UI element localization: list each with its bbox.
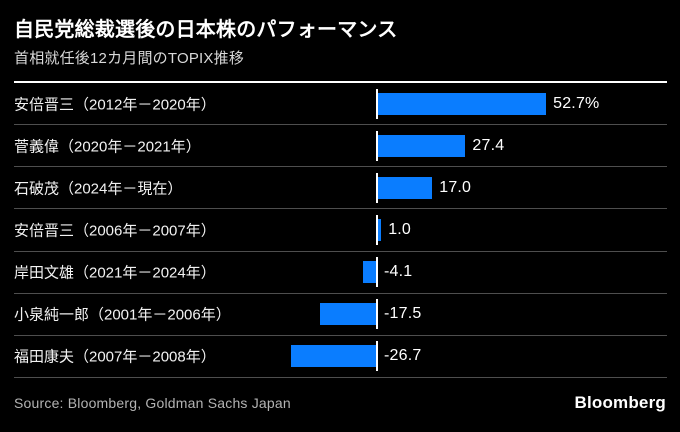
zero-baseline bbox=[376, 88, 378, 119]
bloomberg-logo: Bloomberg bbox=[574, 393, 666, 412]
value-label: 17.0 bbox=[439, 178, 472, 196]
chart-row: 小泉純一郎（2001年－2006年） -17.5 bbox=[14, 294, 667, 336]
chart-header: 自民党総裁選後の日本株のパフォーマンス 首相就任後12カ月間のTOPIX推移 bbox=[0, 0, 680, 68]
bar bbox=[290, 345, 376, 368]
value-label: -17.5 bbox=[384, 305, 422, 323]
value-label: -26.7 bbox=[384, 347, 422, 365]
chart-row: 福田康夫（2007年－2008年） -26.7 bbox=[14, 336, 667, 378]
zero-baseline bbox=[376, 341, 378, 372]
source-note: Source: Bloomberg, Goldman Sachs Japan bbox=[14, 395, 291, 411]
zero-baseline bbox=[376, 130, 378, 161]
chart-row: 安倍晋三（2012年－2020年） 52.7% bbox=[14, 83, 667, 126]
chart-row: 菅義偉（2020年－2021年） 27.4 bbox=[14, 125, 667, 168]
bar bbox=[378, 92, 547, 115]
bar bbox=[362, 261, 376, 284]
value-label: 27.4 bbox=[472, 136, 505, 154]
category-label: 福田康夫（2007年－2008年） bbox=[14, 348, 216, 366]
page-title: 自民党総裁選後の日本株のパフォーマンス bbox=[14, 19, 398, 41]
value-label: -4.1 bbox=[384, 263, 413, 281]
category-label: 小泉純一郎（2001年－2006年） bbox=[14, 306, 231, 324]
category-label: 安倍晋三（2006年－2007年） bbox=[14, 222, 216, 240]
chart-row: 石破茂（2024年－現在） 17.0 bbox=[14, 167, 667, 210]
bar bbox=[378, 176, 433, 199]
bar-chart: 安倍晋三（2012年－2020年） 52.7% 菅義偉（2020年－2021年）… bbox=[14, 81, 667, 378]
value-label: 52.7% bbox=[553, 94, 600, 112]
zero-baseline bbox=[376, 172, 378, 203]
value-label: 1.0 bbox=[388, 220, 412, 238]
bar bbox=[378, 218, 382, 241]
category-label: 岸田文雄（2021年－2024年） bbox=[14, 264, 216, 282]
zero-baseline bbox=[376, 299, 378, 330]
chart-row: 安倍晋三（2006年－2007年） 1.0 bbox=[14, 209, 667, 252]
page-subtitle: 首相就任後12カ月間のTOPIX推移 bbox=[14, 50, 245, 67]
bar bbox=[378, 134, 466, 157]
category-label: 菅義偉（2020年－2021年） bbox=[14, 138, 201, 156]
chart-footer: Source: Bloomberg, Goldman Sachs Japan B… bbox=[0, 378, 680, 432]
chart-row: 岸田文雄（2021年－2024年） -4.1 bbox=[14, 252, 667, 294]
zero-baseline bbox=[376, 214, 378, 245]
bar bbox=[320, 303, 376, 326]
zero-baseline bbox=[376, 257, 378, 288]
category-label: 安倍晋三（2012年－2020年） bbox=[14, 96, 216, 114]
category-label: 石破茂（2024年－現在） bbox=[14, 180, 183, 198]
